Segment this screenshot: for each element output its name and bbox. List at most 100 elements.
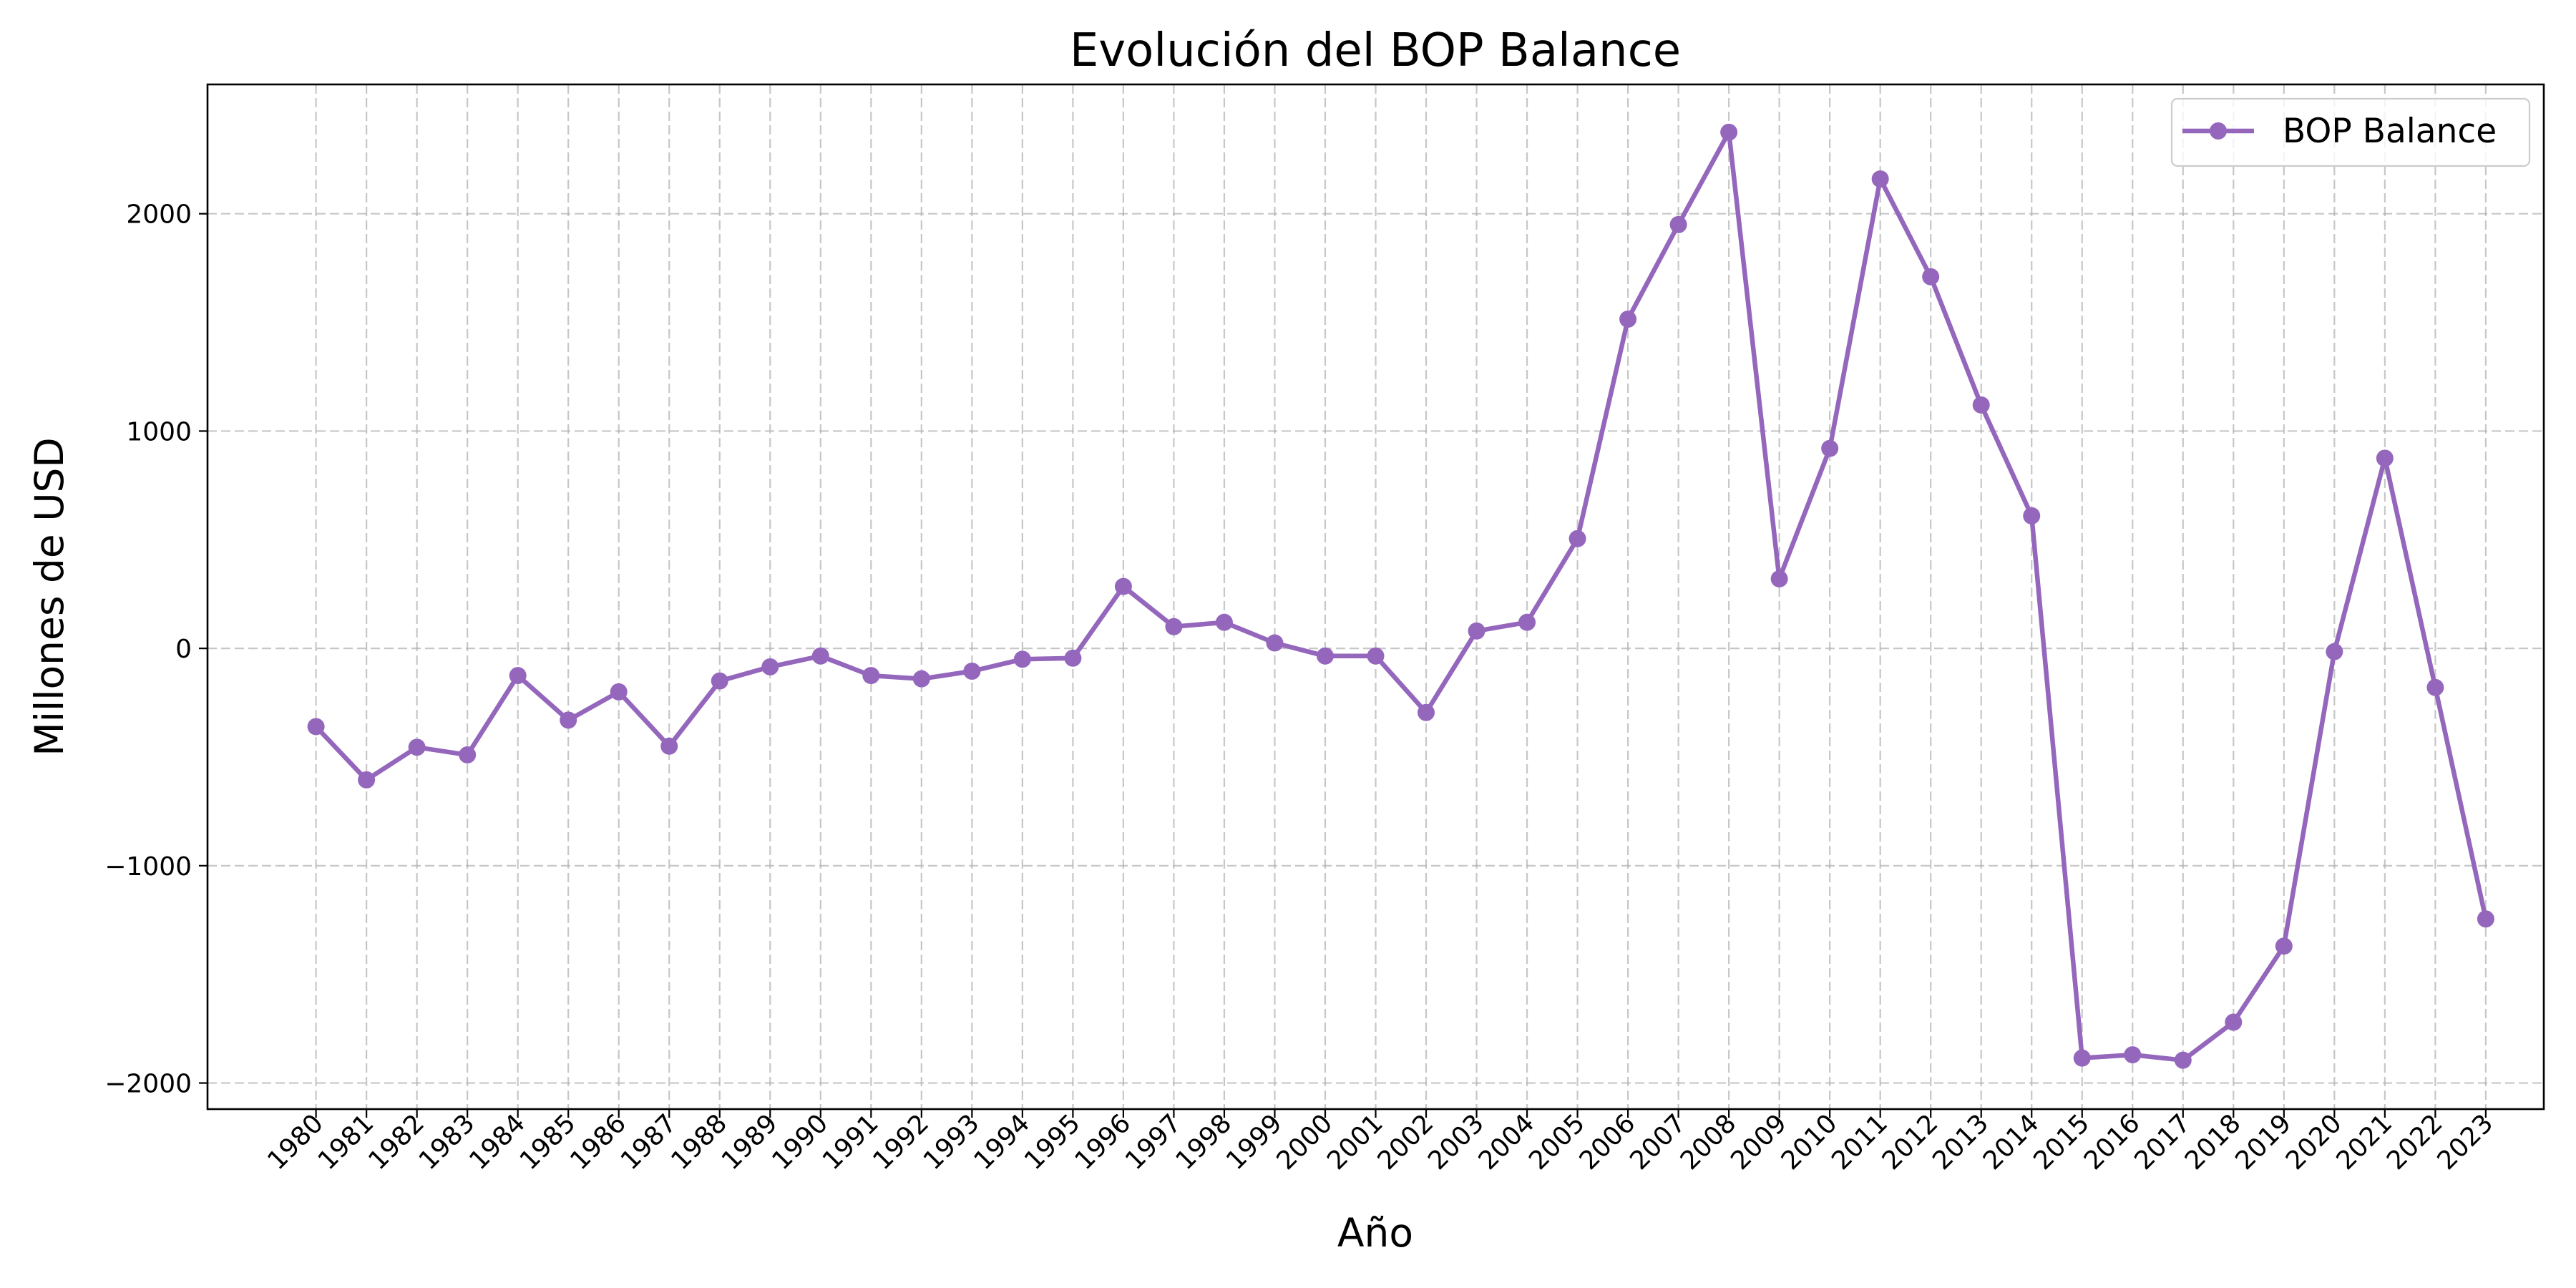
data-point xyxy=(2023,507,2041,525)
legend-marker xyxy=(2210,122,2227,140)
data-point xyxy=(761,658,779,675)
data-point xyxy=(2275,937,2293,955)
data-point xyxy=(660,737,678,755)
data-point xyxy=(2225,1013,2243,1031)
data-point xyxy=(1468,622,1485,640)
x-tick-label: 1988 xyxy=(665,1108,733,1176)
data-point xyxy=(307,718,325,736)
data-point xyxy=(1619,311,1637,328)
x-tick-label: 2016 xyxy=(2079,1108,2146,1176)
chart-title: Evolución del BOP Balance xyxy=(1070,24,1681,77)
x-tick-label: 2000 xyxy=(1272,1108,1339,1176)
data-point xyxy=(1669,215,1687,233)
y-axis-label: Millones de USD xyxy=(26,437,72,756)
data-point xyxy=(408,738,426,756)
y-tick-label: 1000 xyxy=(126,417,192,447)
data-point xyxy=(1568,530,1586,547)
x-tick-label: 2008 xyxy=(1675,1108,1742,1176)
data-point xyxy=(610,683,628,701)
data-point xyxy=(2376,449,2394,467)
data-point xyxy=(2073,1049,2091,1067)
data-point xyxy=(1518,613,1536,631)
x-tick-label: 1991 xyxy=(817,1108,884,1176)
x-tick-label: 1990 xyxy=(766,1108,834,1176)
x-tick-label: 2009 xyxy=(1725,1108,1792,1176)
x-axis-label: Año xyxy=(1337,1210,1413,1256)
data-point xyxy=(1871,170,1889,188)
x-tick-label: 1989 xyxy=(716,1108,784,1176)
data-point xyxy=(1114,577,1132,595)
x-tick-label: 2007 xyxy=(1624,1108,1692,1176)
x-tick-label: 1980 xyxy=(262,1108,329,1176)
x-tick-label: 2002 xyxy=(1372,1108,1440,1176)
data-point xyxy=(2426,678,2444,696)
x-tick-label: 2014 xyxy=(1978,1108,2045,1176)
series-layer xyxy=(307,123,2494,1069)
data-point xyxy=(2124,1046,2142,1064)
data-point xyxy=(963,663,981,680)
x-tick-label: 2012 xyxy=(1877,1108,1944,1176)
x-tick-label: 2010 xyxy=(1776,1108,1843,1176)
data-point xyxy=(1720,123,1738,141)
data-point xyxy=(2477,910,2494,928)
data-point xyxy=(509,667,527,685)
legend: BOP Balance xyxy=(2170,97,2531,167)
x-tick-label: 1982 xyxy=(363,1108,430,1176)
x-tick-label: 2023 xyxy=(2431,1108,2499,1176)
x-tick-label: 2005 xyxy=(1523,1108,1591,1176)
x-tick-label: 1992 xyxy=(867,1108,935,1176)
series-line xyxy=(314,130,2489,1063)
data-point xyxy=(711,672,728,690)
x-tick-label: 1997 xyxy=(1120,1108,1187,1176)
x-tick-label: 2017 xyxy=(2129,1108,2196,1176)
data-point xyxy=(2174,1051,2192,1069)
x-tick-label: 2004 xyxy=(1473,1108,1541,1176)
data-point xyxy=(1316,647,1334,665)
y-tick-label: −2000 xyxy=(104,1070,192,1099)
x-tick-label: 2011 xyxy=(1826,1108,1893,1176)
ticks-layer: 1980198119821983198419851986198719881989… xyxy=(104,200,2499,1176)
data-point xyxy=(1972,396,1990,414)
x-tick-label: 1987 xyxy=(615,1108,683,1176)
x-tick-label: 1995 xyxy=(1019,1108,1086,1176)
data-point xyxy=(358,771,376,789)
x-tick-label: 2019 xyxy=(2230,1108,2297,1176)
y-tick-label: −1000 xyxy=(104,852,192,882)
data-point xyxy=(1418,703,1435,721)
x-tick-label: 1983 xyxy=(414,1108,481,1176)
y-tick-label: 2000 xyxy=(126,200,192,230)
data-point xyxy=(2326,643,2343,660)
data-point xyxy=(459,746,477,763)
legend-box xyxy=(2170,97,2531,167)
data-point xyxy=(912,670,930,688)
y-tick-label: 0 xyxy=(175,635,192,664)
x-tick-label: 2006 xyxy=(1574,1108,1641,1176)
data-point xyxy=(862,667,880,685)
x-tick-label: 1985 xyxy=(514,1108,582,1176)
grid-layer xyxy=(208,84,2544,1109)
data-point xyxy=(1770,570,1788,587)
x-tick-label: 2020 xyxy=(2280,1108,2348,1176)
data-point xyxy=(1367,647,1385,665)
x-tick-label: 1996 xyxy=(1069,1108,1136,1176)
x-tick-label: 2015 xyxy=(2028,1108,2095,1176)
x-tick-label: 1999 xyxy=(1221,1108,1288,1176)
data-point xyxy=(811,647,829,665)
x-tick-label: 1994 xyxy=(968,1108,1035,1176)
x-tick-label: 1998 xyxy=(1171,1108,1238,1176)
data-point xyxy=(1821,439,1839,457)
x-tick-label: 2018 xyxy=(2180,1108,2247,1176)
x-tick-label: 1993 xyxy=(918,1108,985,1176)
x-tick-label: 2022 xyxy=(2381,1108,2449,1176)
x-tick-label: 1981 xyxy=(313,1108,380,1176)
x-tick-label: 1984 xyxy=(464,1108,531,1176)
data-point xyxy=(1013,650,1031,668)
data-point xyxy=(1266,634,1284,652)
x-tick-label: 2021 xyxy=(2331,1108,2398,1176)
legend-label: BOP Balance xyxy=(2283,112,2497,151)
plot-frame xyxy=(206,83,2545,1111)
data-point xyxy=(1064,649,1082,667)
data-point xyxy=(560,711,577,729)
x-tick-label: 1986 xyxy=(565,1108,632,1176)
